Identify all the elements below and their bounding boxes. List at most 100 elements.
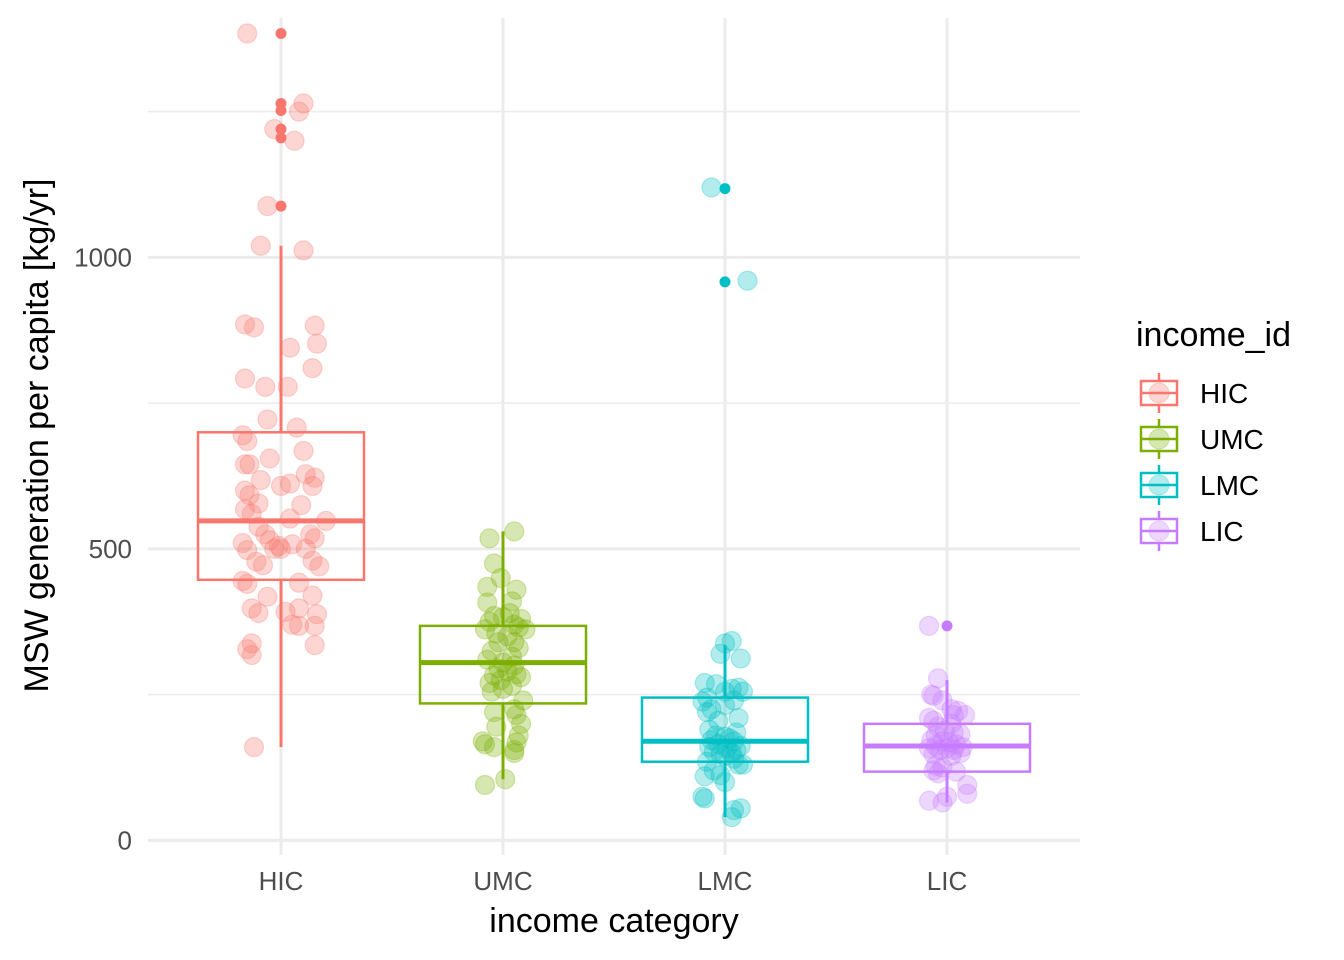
data-point [232,425,253,446]
legend-item: LIC [1139,511,1244,551]
data-point [302,550,323,571]
outlier-point [719,183,731,195]
data-point [243,317,265,338]
data-point [288,572,310,593]
data-point [259,530,280,551]
legend-label: LIC [1200,516,1244,547]
data-point [737,270,758,291]
data-point [710,744,731,765]
data-point [694,766,715,787]
data-point [488,632,509,653]
data-point [723,748,745,769]
outlier-point [275,200,287,212]
data-point [692,786,713,807]
data-point [309,556,330,577]
data-point [694,672,715,694]
x-tick-label: HIC [259,866,304,896]
data-point [246,551,267,572]
data-point [293,240,314,261]
data-point [474,734,496,755]
data-point [237,430,258,452]
x-tick-label: LIC [927,866,967,896]
data-point [250,470,271,491]
data-point [730,648,751,669]
data-point [241,598,262,619]
data-point [248,493,269,514]
data-point [923,685,944,706]
data-point [508,725,529,746]
data-point [921,684,942,705]
data-point [255,524,276,545]
data-point [234,368,256,389]
data-point [288,598,310,619]
data-point [257,586,278,607]
data-point [239,454,260,475]
data-point [710,643,731,664]
data-point [270,475,292,497]
data-point [304,615,325,636]
data-point [241,644,262,666]
x-axis-title: income category [489,902,738,940]
y-tick-label: 0 [118,825,132,855]
data-point [239,485,260,506]
data-point [721,630,742,652]
legend-item: LMC [1139,465,1259,505]
data-point [237,573,258,594]
data-point [934,720,955,741]
data-point [504,632,525,653]
legend-item: UMC [1139,419,1264,459]
data-point [257,409,278,430]
data-point [483,665,505,686]
data-point [508,617,529,638]
data-point [270,538,292,560]
data-point [304,467,325,488]
data-point [927,763,949,784]
data-point [721,807,742,828]
data-point [515,619,536,640]
data-point [499,602,520,624]
data-point [237,23,258,44]
data-point [237,639,258,660]
data-point [234,454,256,475]
data-point [474,774,496,796]
x-tick-labels: HIC UMC LMC LIC [259,866,968,896]
data-point [708,710,729,732]
data-point [252,555,274,576]
data-point [927,716,949,737]
data-point [701,699,722,720]
data-point [506,704,527,726]
legend-label: UMC [1200,424,1264,455]
data-point [918,790,940,811]
outlier-point [275,132,287,144]
data-point [506,579,527,600]
outlier-point [275,123,287,135]
data-point [932,792,953,813]
data-point [304,635,325,656]
outlier-point [275,27,287,39]
data-point [479,672,500,694]
data-point [504,521,525,542]
data-point [293,93,314,114]
data-point [490,669,511,691]
data-point [492,678,514,699]
data-point [286,417,307,438]
data-point [279,337,301,358]
legend-title: income_id [1136,316,1291,354]
data-point [504,742,525,764]
data-point [234,314,256,335]
box-iqr [196,431,366,582]
y-tick-labels: 0 500 1000 [74,242,132,855]
data-point [288,101,310,122]
data-point [304,315,325,336]
data-point [302,475,323,497]
data-point [927,668,949,689]
data-point [923,710,944,732]
data-point [295,538,316,560]
data-point [508,637,529,659]
box-iqr [640,696,810,763]
y-tick-label: 1000 [74,242,132,272]
legend-label: LMC [1200,470,1259,501]
data-point [264,538,285,560]
data-point [513,690,534,711]
legend: income_id HIC UMC LMC LIC [1136,316,1291,551]
